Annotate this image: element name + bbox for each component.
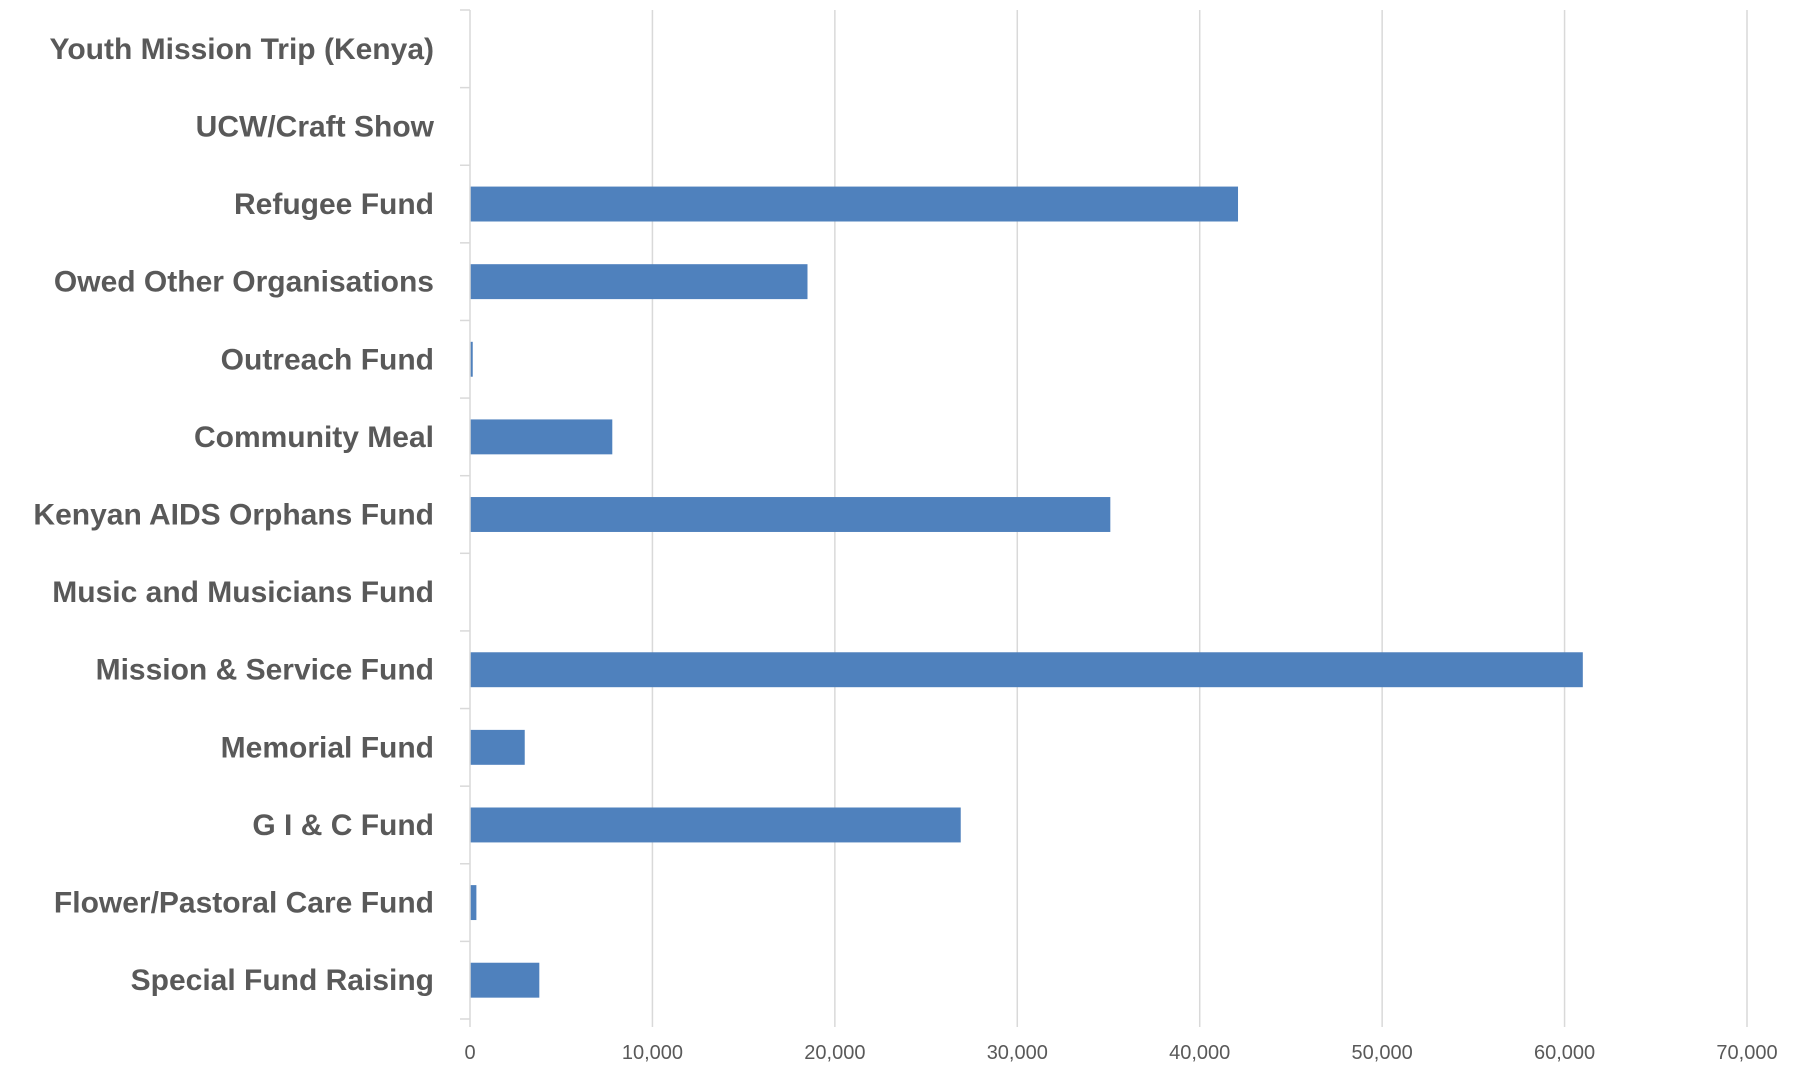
bar-flower-pastoral-care-fund xyxy=(470,885,477,921)
category-label: Youth Mission Trip (Kenya) xyxy=(50,33,434,66)
bar-layer xyxy=(470,186,1583,998)
x-tick-label: 60,000 xyxy=(1534,1042,1595,1064)
category-label: Community Meal xyxy=(194,421,434,454)
category-label: Mission & Service Fund xyxy=(96,654,434,687)
x-tick-label: 30,000 xyxy=(987,1042,1048,1064)
category-label: UCW/Craft Show xyxy=(196,110,435,143)
category-label: Special Fund Raising xyxy=(131,964,434,997)
bar-memorial-fund xyxy=(470,729,525,765)
x-tick-label: 70,000 xyxy=(1716,1042,1777,1064)
category-label: Flower/Pastoral Care Fund xyxy=(54,887,434,920)
bar-owed-other-organisations xyxy=(470,264,808,300)
bar-refugee-fund xyxy=(470,186,1239,222)
category-label: Music and Musicians Fund xyxy=(52,576,434,609)
axis-layer xyxy=(460,9,1748,1027)
category-label: Refugee Fund xyxy=(234,188,434,221)
category-label: Kenyan AIDS Orphans Fund xyxy=(33,499,434,532)
category-label: G I & C Fund xyxy=(252,809,434,842)
bar-mission-service-fund xyxy=(470,652,1583,688)
bar-kenyan-aids-orphans-fund xyxy=(470,497,1111,532)
x-tick-label: 0 xyxy=(464,1042,475,1064)
category-label: Memorial Fund xyxy=(221,731,434,764)
label-layer: 0 10,000 20,000 30,000 40,000 50,000 60,000 70,… xyxy=(33,33,1777,1064)
x-tick-label: 10,000 xyxy=(622,1042,683,1064)
x-tick-label: 20,000 xyxy=(804,1042,865,1064)
bar-outreach-fund xyxy=(470,341,473,377)
category-label: Outreach Fund xyxy=(221,343,434,376)
bar-community-meal xyxy=(470,419,613,455)
bar-g-i-c-fund xyxy=(470,807,961,843)
bar-special-fund-raising xyxy=(470,962,540,998)
category-label: Owed Other Organisations xyxy=(54,266,434,299)
x-tick-label: 40,000 xyxy=(1169,1042,1230,1064)
x-tick-label: 50,000 xyxy=(1352,1042,1413,1064)
